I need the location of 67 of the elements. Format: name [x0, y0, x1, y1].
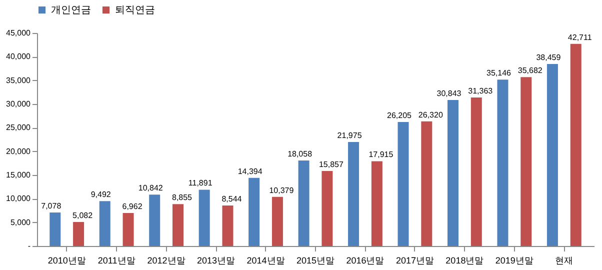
data-label: 17,915 — [368, 150, 394, 160]
bar — [248, 178, 260, 246]
data-label: 42,711 — [568, 32, 592, 42]
bar — [322, 170, 333, 246]
data-label: 21,975 — [337, 130, 362, 140]
y-tick-label: 30,000 — [6, 100, 32, 108]
data-label: 26,320 — [418, 110, 444, 120]
bar — [520, 77, 532, 246]
y-tick-label: - — [28, 242, 31, 250]
x-tick-label: 2016년말 — [346, 256, 384, 266]
data-label: 11,891 — [188, 178, 213, 188]
y-tick-label: 15,000 — [6, 170, 32, 180]
bar — [398, 122, 409, 246]
bar — [50, 212, 61, 246]
y-tick-label: 10,000 — [6, 194, 32, 204]
bar — [348, 142, 360, 246]
data-label: 18,058 — [288, 150, 313, 159]
bar — [149, 194, 160, 246]
x-tick-label: 2012년말 — [147, 256, 186, 266]
x-tick-label: 2011년말 — [98, 256, 136, 266]
bar — [447, 100, 458, 246]
bar — [73, 222, 84, 246]
x-tick-label: 2010년말 — [48, 256, 86, 266]
data-label: 10,379 — [269, 186, 294, 195]
data-label: 35,682 — [518, 66, 543, 76]
bar — [272, 196, 283, 246]
data-label: 8,544 — [222, 194, 242, 204]
bar — [371, 161, 382, 246]
y-tick-label: 45,000 — [6, 28, 32, 38]
bar — [546, 64, 558, 246]
x-tick-label: 현재 — [555, 256, 574, 266]
x-tick-label: 2018년말 — [446, 256, 484, 266]
y-tick-label: 20,000 — [6, 146, 32, 156]
data-label: 30,843 — [436, 89, 462, 98]
bar — [298, 160, 310, 246]
x-tick-label: 2014년말 — [246, 256, 285, 266]
data-label: 5,082 — [72, 210, 94, 220]
x-tick-label: 2013년말 — [197, 256, 236, 266]
data-label: 38,459 — [536, 52, 562, 62]
data-label: 31,363 — [468, 86, 494, 96]
data-label: 14,394 — [238, 166, 263, 176]
data-label: 8,855 — [172, 193, 193, 202]
y-tick-label: 25,000 — [6, 123, 32, 132]
bar — [122, 213, 134, 246]
data-label: 7,078 — [41, 201, 62, 210]
data-label: 6,962 — [122, 202, 143, 212]
bar — [470, 98, 482, 246]
bar — [172, 204, 184, 246]
y-tick-label: 35,000 — [6, 76, 32, 85]
bar — [222, 206, 234, 246]
data-label: 10,842 — [138, 184, 164, 193]
bar — [198, 190, 210, 246]
bar — [421, 121, 432, 246]
x-tick-label: 2019년말 — [495, 256, 534, 266]
bar — [497, 80, 508, 246]
x-tick-label: 2017년말 — [396, 256, 434, 266]
data-label: 26,205 — [387, 110, 412, 120]
bar — [570, 44, 582, 246]
y-tick-label: 40,000 — [6, 52, 32, 62]
bar — [99, 201, 110, 246]
data-label: 35,146 — [486, 68, 512, 78]
y-tick-label: 5,000 — [10, 218, 32, 227]
legend-label: 개인연금 — [51, 5, 91, 16]
legend-label: 퇴직연금 — [115, 5, 155, 16]
x-tick-label: 2015년말 — [296, 256, 335, 266]
data-label: 15,857 — [318, 160, 344, 169]
data-label: 9,492 — [90, 190, 112, 200]
